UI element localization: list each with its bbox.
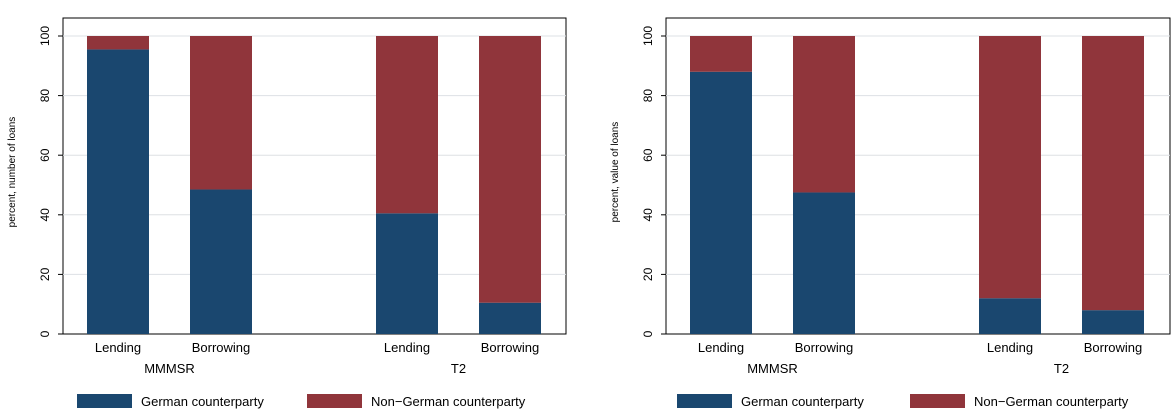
- x-group-label: MMMSR: [144, 361, 195, 376]
- x-group-label: MMMSR: [747, 361, 798, 376]
- bar-non-german-counterparty: [479, 36, 541, 303]
- y-tick-label: 80: [641, 89, 655, 103]
- chart-panel-number-of-loans: 0 20 40 60 80 100 percent, number of loans Lend…: [7, 17, 567, 409]
- chart-panel-value-of-loans: 0 20 40 60 80 100 percent, value of loans Lendi…: [610, 17, 1171, 409]
- y-axis-title: percent, value of loans: [610, 122, 621, 223]
- y-tick-label: 20: [641, 267, 655, 281]
- x-category-label: Lending: [384, 340, 430, 355]
- y-tick-label: 0: [38, 330, 52, 337]
- y-tick-label: 80: [38, 89, 52, 103]
- bar-non-german-counterparty: [690, 36, 752, 72]
- bar-non-german-counterparty: [793, 36, 855, 193]
- y-tick-label: 60: [38, 148, 52, 162]
- legend-swatch-non-german: [910, 394, 965, 408]
- legend: German counterparty Non−German counterpar…: [677, 394, 1129, 409]
- x-category-label: Borrowing: [795, 340, 854, 355]
- legend-label: Non−German counterparty: [974, 394, 1129, 409]
- bar-german-counterparty: [979, 298, 1041, 334]
- x-category-label: Borrowing: [192, 340, 251, 355]
- x-category-label: Borrowing: [1084, 340, 1143, 355]
- x-category-label: Lending: [95, 340, 141, 355]
- bar-non-german-counterparty: [376, 36, 438, 214]
- bar-non-german-counterparty: [190, 36, 252, 190]
- bar-german-counterparty: [190, 189, 252, 334]
- y-tick-label: 60: [641, 148, 655, 162]
- y-tick-label: 100: [641, 26, 655, 46]
- x-group-label: T2: [451, 361, 466, 376]
- legend-label: Non−German counterparty: [371, 394, 526, 409]
- bar-non-german-counterparty: [1082, 36, 1144, 311]
- bar-german-counterparty: [690, 71, 752, 334]
- x-group-label: T2: [1054, 361, 1069, 376]
- bar-german-counterparty: [87, 49, 149, 334]
- y-tick-label: 40: [641, 208, 655, 222]
- y-tick-label: 20: [38, 267, 52, 281]
- bar-german-counterparty: [479, 302, 541, 334]
- legend-label: German counterparty: [141, 394, 264, 409]
- x-category-label: Lending: [987, 340, 1033, 355]
- x-category-label: Borrowing: [481, 340, 540, 355]
- bar-german-counterparty: [1082, 310, 1144, 334]
- legend-swatch-non-german: [307, 394, 362, 408]
- y-tick-label: 40: [38, 208, 52, 222]
- bar-non-german-counterparty: [979, 36, 1041, 299]
- bar-german-counterparty: [793, 192, 855, 334]
- y-axis-title: percent, number of loans: [7, 117, 18, 228]
- x-category-label: Lending: [698, 340, 744, 355]
- bar-non-german-counterparty: [87, 36, 149, 50]
- bar-german-counterparty: [376, 213, 438, 334]
- legend-label: German counterparty: [741, 394, 864, 409]
- legend-swatch-german: [677, 394, 732, 408]
- legend: German counterparty Non−German counterpar…: [77, 394, 526, 409]
- y-tick-label: 0: [641, 330, 655, 337]
- y-tick-label: 100: [38, 26, 52, 46]
- legend-swatch-german: [77, 394, 132, 408]
